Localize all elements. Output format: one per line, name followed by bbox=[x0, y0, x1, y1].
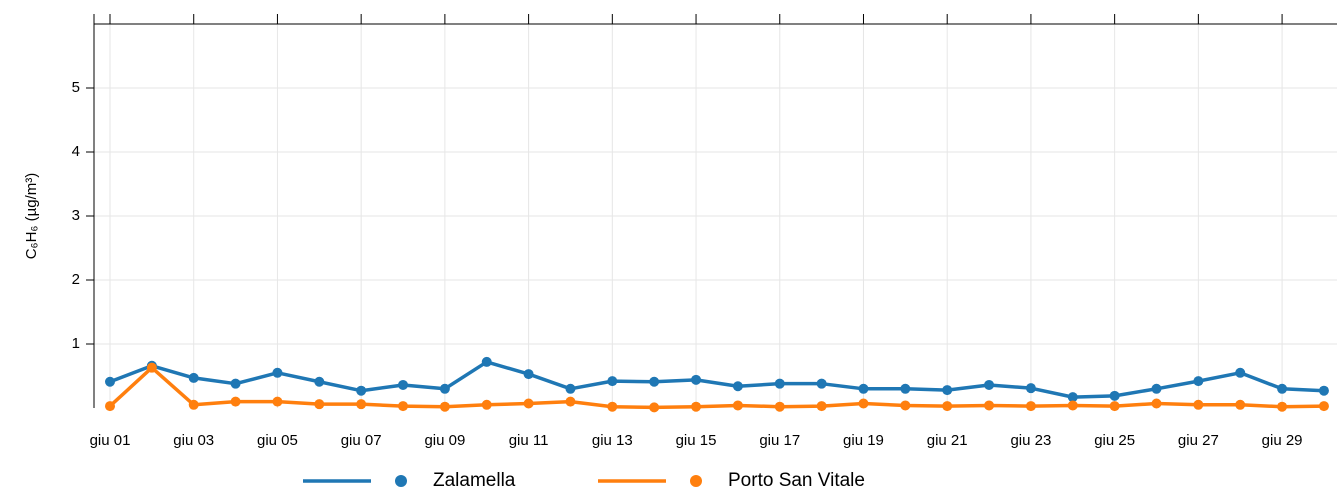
data-point bbox=[398, 379, 409, 390]
data-point bbox=[1151, 383, 1162, 394]
data-point bbox=[1109, 390, 1120, 401]
data-point bbox=[565, 383, 576, 394]
data-point bbox=[691, 401, 702, 412]
data-point bbox=[1025, 401, 1036, 412]
y-tick-label: 5 bbox=[72, 79, 80, 96]
x-tick-label: giu 05 bbox=[257, 432, 298, 449]
x-tick-label: giu 03 bbox=[173, 432, 214, 449]
data-point bbox=[1318, 385, 1329, 396]
data-point bbox=[481, 356, 492, 367]
legend-label: Zalamella bbox=[433, 470, 516, 490]
x-tick-label: giu 15 bbox=[676, 432, 717, 449]
data-point bbox=[356, 399, 367, 410]
y-tick-label: 2 bbox=[72, 271, 80, 288]
data-point bbox=[105, 401, 115, 412]
data-point bbox=[900, 383, 911, 394]
x-tick-label: giu 09 bbox=[424, 432, 465, 449]
data-point bbox=[565, 396, 576, 407]
data-point bbox=[105, 376, 115, 387]
data-point bbox=[691, 374, 702, 385]
data-point bbox=[1067, 392, 1078, 403]
data-point bbox=[900, 400, 911, 411]
y-tick-label: 1 bbox=[72, 335, 80, 352]
data-point bbox=[1151, 398, 1162, 409]
data-point bbox=[1025, 383, 1036, 394]
data-point bbox=[272, 396, 283, 407]
data-point bbox=[481, 399, 492, 410]
x-tick-label: giu 07 bbox=[341, 432, 382, 449]
data-point bbox=[188, 372, 199, 383]
data-point bbox=[146, 362, 157, 373]
x-tick-label: giu 13 bbox=[592, 432, 633, 449]
data-point bbox=[439, 383, 450, 394]
data-point bbox=[1067, 400, 1078, 411]
series-line bbox=[109, 360, 1325, 399]
y-axis-label: C₆H₆ (µg/m³) bbox=[23, 173, 40, 260]
data-point bbox=[649, 402, 660, 413]
legend-marker bbox=[690, 475, 702, 487]
x-tick-label: giu 19 bbox=[843, 432, 884, 449]
data-point bbox=[858, 383, 869, 394]
x-tick-label: giu 01 bbox=[90, 432, 131, 449]
data-point bbox=[607, 401, 618, 412]
x-tick-label: giu 29 bbox=[1262, 432, 1303, 449]
data-point bbox=[230, 396, 241, 407]
data-point bbox=[1277, 401, 1288, 412]
data-point bbox=[732, 381, 743, 392]
data-point bbox=[984, 400, 995, 411]
data-point bbox=[272, 367, 283, 378]
data-point bbox=[942, 401, 953, 412]
x-tick-label: giu 11 bbox=[509, 432, 549, 449]
data-point bbox=[774, 378, 785, 389]
x-tick-label: giu 25 bbox=[1094, 432, 1135, 449]
legend-marker bbox=[395, 475, 407, 487]
data-point bbox=[607, 376, 618, 387]
x-tick-label: giu 21 bbox=[927, 432, 968, 449]
series-line bbox=[108, 365, 1324, 410]
data-point bbox=[523, 369, 534, 380]
y-tick-label: 3 bbox=[72, 207, 80, 224]
data-point bbox=[942, 385, 953, 396]
data-point bbox=[523, 398, 534, 409]
data-point bbox=[1193, 399, 1204, 410]
data-point bbox=[1235, 399, 1246, 410]
data-point bbox=[984, 379, 995, 390]
data-point bbox=[188, 399, 199, 410]
data-point bbox=[649, 376, 660, 387]
y-tick-label: 4 bbox=[72, 143, 80, 160]
data-point bbox=[230, 378, 241, 389]
data-point bbox=[314, 399, 325, 410]
data-point bbox=[356, 385, 367, 396]
data-point bbox=[816, 378, 827, 389]
data-point bbox=[398, 401, 409, 412]
data-point bbox=[732, 400, 743, 411]
legend-label: Porto San Vitale bbox=[728, 470, 865, 490]
data-point bbox=[858, 398, 869, 409]
x-tick-label: giu 17 bbox=[759, 432, 800, 449]
data-point bbox=[816, 401, 827, 412]
data-point bbox=[1193, 376, 1204, 387]
x-tick-label: giu 27 bbox=[1178, 432, 1219, 449]
data-point bbox=[1318, 401, 1329, 412]
data-point bbox=[314, 376, 325, 387]
data-point bbox=[1235, 367, 1246, 378]
x-tick-label: giu 23 bbox=[1010, 432, 1051, 449]
data-point bbox=[774, 401, 785, 412]
data-point bbox=[439, 401, 450, 412]
data-point bbox=[1109, 401, 1120, 412]
data-point bbox=[1277, 383, 1288, 394]
